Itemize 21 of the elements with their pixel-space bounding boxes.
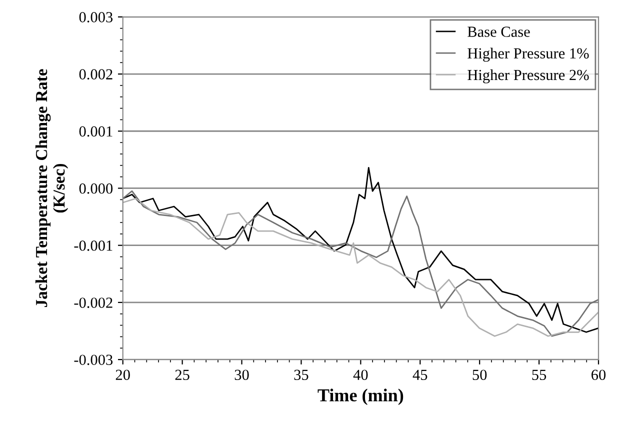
x-tick-label: 40	[353, 370, 368, 380]
legend-label: Base Case	[468, 26, 530, 37]
y-tick-label: 0.001	[79, 126, 112, 137]
x-tick-label: 45	[412, 370, 428, 380]
y-tick-label: 0.002	[79, 69, 112, 80]
y-tick-label: 0.003	[79, 12, 113, 22]
legend-label: Higher Pressure 2%	[468, 69, 589, 84]
x-tick-label: 60	[592, 370, 606, 380]
x-tick-label: 25	[175, 370, 190, 380]
x-tick-label: 20	[116, 370, 130, 380]
x-tick-label: 30	[234, 370, 249, 380]
x-tick-label: 35	[294, 370, 308, 380]
y-tick-label: 0.000	[79, 183, 113, 194]
y-tick-label: -0.002	[74, 298, 112, 308]
x-tick-label: 55	[532, 370, 546, 380]
y-tick-label: -0.001	[74, 240, 112, 251]
y-tick-label: -0.003	[74, 354, 113, 366]
y-axis-title: Jacket Temperature Change Rate (K/sec)	[35, 69, 68, 308]
x-axis-title: Time (min)	[318, 388, 404, 406]
x-tick-label: 50	[472, 370, 487, 380]
legend-label: Higher Pressure 1%	[468, 48, 589, 62]
